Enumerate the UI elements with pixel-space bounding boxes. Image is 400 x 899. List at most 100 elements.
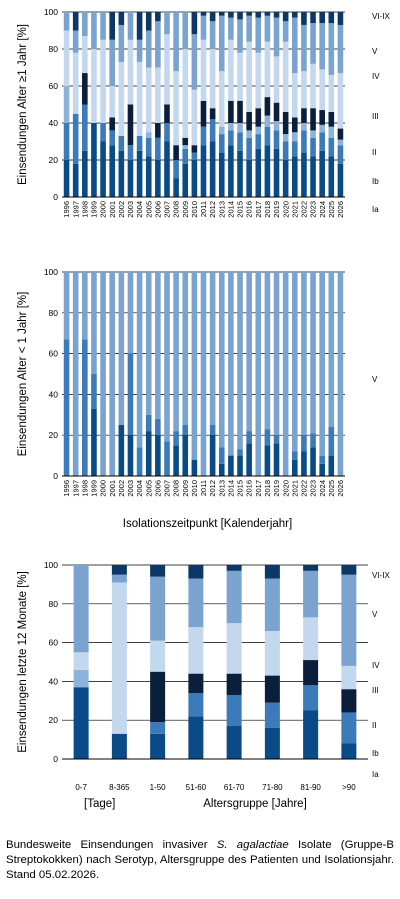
bar-segment-V [188,578,204,628]
bar-segment-II [264,115,271,127]
bar-segment-Ia [191,160,198,197]
bar-segment-IV [264,630,280,676]
serotype-label-V: V [372,375,378,384]
bar-segment-Ib [91,374,97,409]
figure-caption: Bundesweite Einsendungen invasiver S. ag… [6,838,394,883]
bar-segment-Ib [209,119,216,142]
x-tick-label: 2024 [318,480,327,497]
bar-segment-Ib [310,137,316,157]
bar-segment-Ia [246,443,252,476]
x-axis-label-left: [Tage] [84,798,115,810]
bar-segment-V [310,23,316,64]
bar-segment-VI-IX [111,565,127,575]
bar-segment-Ib [246,137,252,160]
bar-segment-II [291,132,298,142]
bar-segment-Ib [218,447,225,464]
bar-segment-Ia [226,726,242,759]
x-tick-label: 2026 [336,480,345,497]
bar-segment-II [182,145,189,149]
bar-segment-V [246,272,252,432]
bar-segment-Ia [264,445,271,476]
bar-segment-Ib [303,685,319,711]
bar-segment-IV [228,39,234,101]
x-tick-label: 2020 [281,480,290,497]
x-tick-label: 1997 [71,480,80,497]
bar-segment-V [341,574,357,666]
y-tick-label: 20 [49,430,59,440]
bar-segment-VI-IX [155,12,161,22]
bar-segment-VI-IX [328,12,335,24]
bar-segment-V [100,272,106,476]
y-tick-label: 80 [49,44,59,54]
bar-segment-VI-IX [319,12,325,24]
bar-segment-II [237,123,243,133]
y-tick-label: 20 [49,155,59,165]
bar-segment-V [273,272,280,436]
bar-segment-V [82,272,88,340]
bar-segment-V [303,570,319,618]
bar-segment-III [337,128,344,140]
x-axis-label: Altersgruppe [Jahre] [203,798,307,810]
bar-segment-V [209,21,216,49]
bar-segment-Ib [164,123,170,142]
bar-segment-V [72,30,79,53]
x-tick-label: 2008 [172,480,181,497]
x-tick-label: 2010 [190,480,199,497]
bar-segment-Ia [100,141,106,197]
y-tick-label: 100 [44,560,58,570]
x-tick-label: 2009 [181,480,190,497]
bar-segment-V [111,574,127,583]
bar-segment-VI-IX [341,565,357,575]
bar-segment-Ib [282,141,289,160]
bar-segment-V [100,12,106,40]
bar-segment-III [319,110,325,125]
x-tick-label: 2006 [153,480,162,497]
bar-segment-Ia [91,408,97,476]
bar-segment-Ib [273,435,280,444]
y-tick-label: 20 [49,715,59,725]
bar-segment-Ia [218,152,225,197]
bar-segment-V [63,272,70,340]
bar-segment-Ib [209,425,216,436]
bar-segment-III [182,137,189,146]
x-tick-label: 2014 [226,201,235,218]
y-axis-label: Einsendungen Alter < 1 Jahr [%] [17,292,29,457]
y-axis-label: Einsendungen letzte 12 Monate [%] [17,571,29,753]
y-tick-label: 40 [49,389,59,399]
bar-segment-Ia [209,435,216,476]
bar-segment-VI-IX [145,12,152,31]
bar-segment-VI-IX [188,565,204,579]
bar-segment-VI-IX [264,565,280,579]
x-tick-label: 2018 [263,201,272,218]
x-tick-label: 2003 [126,201,135,218]
bar-segment-V [73,565,89,653]
bar-segment-Ib [63,339,70,476]
y-tick-label: 60 [49,638,59,648]
x-tick-label: 2016 [245,201,254,218]
bar-segment-VI-IX [136,12,143,40]
bar-segment-III [209,108,216,120]
serotype-label-II: II [372,148,376,157]
bar-segment-IV [127,39,134,105]
bar-segment-II [73,669,89,688]
bar-segment-V [200,272,207,476]
bar-segment-V [118,272,125,425]
bar-segment-IV [191,89,198,146]
x-tick-label: 1998 [80,480,89,497]
bar-segment-Ia [200,145,207,197]
bar-segment-Ia [341,743,357,759]
bar-segment-V [145,30,152,68]
bar-segment-VI-IX [246,12,252,16]
bar-segment-V [82,12,88,37]
bar-segment-Ia [228,455,234,476]
x-tick-label: 2018 [263,480,272,497]
bar-segment-IV [118,61,125,136]
bar-segment-V [127,272,134,354]
chart-age-1-plus: 0 20 40 60 80 100 1996 1997 1998 1999 2000 2001 2002… [17,7,390,218]
bar-segment-III [310,108,316,131]
bar-segment-Ib [127,353,134,436]
bar-segment-IV [282,41,289,112]
bar-segment-VI-IX [191,12,198,35]
bar-segment-V [228,272,234,456]
bar-segment-V [328,23,335,75]
